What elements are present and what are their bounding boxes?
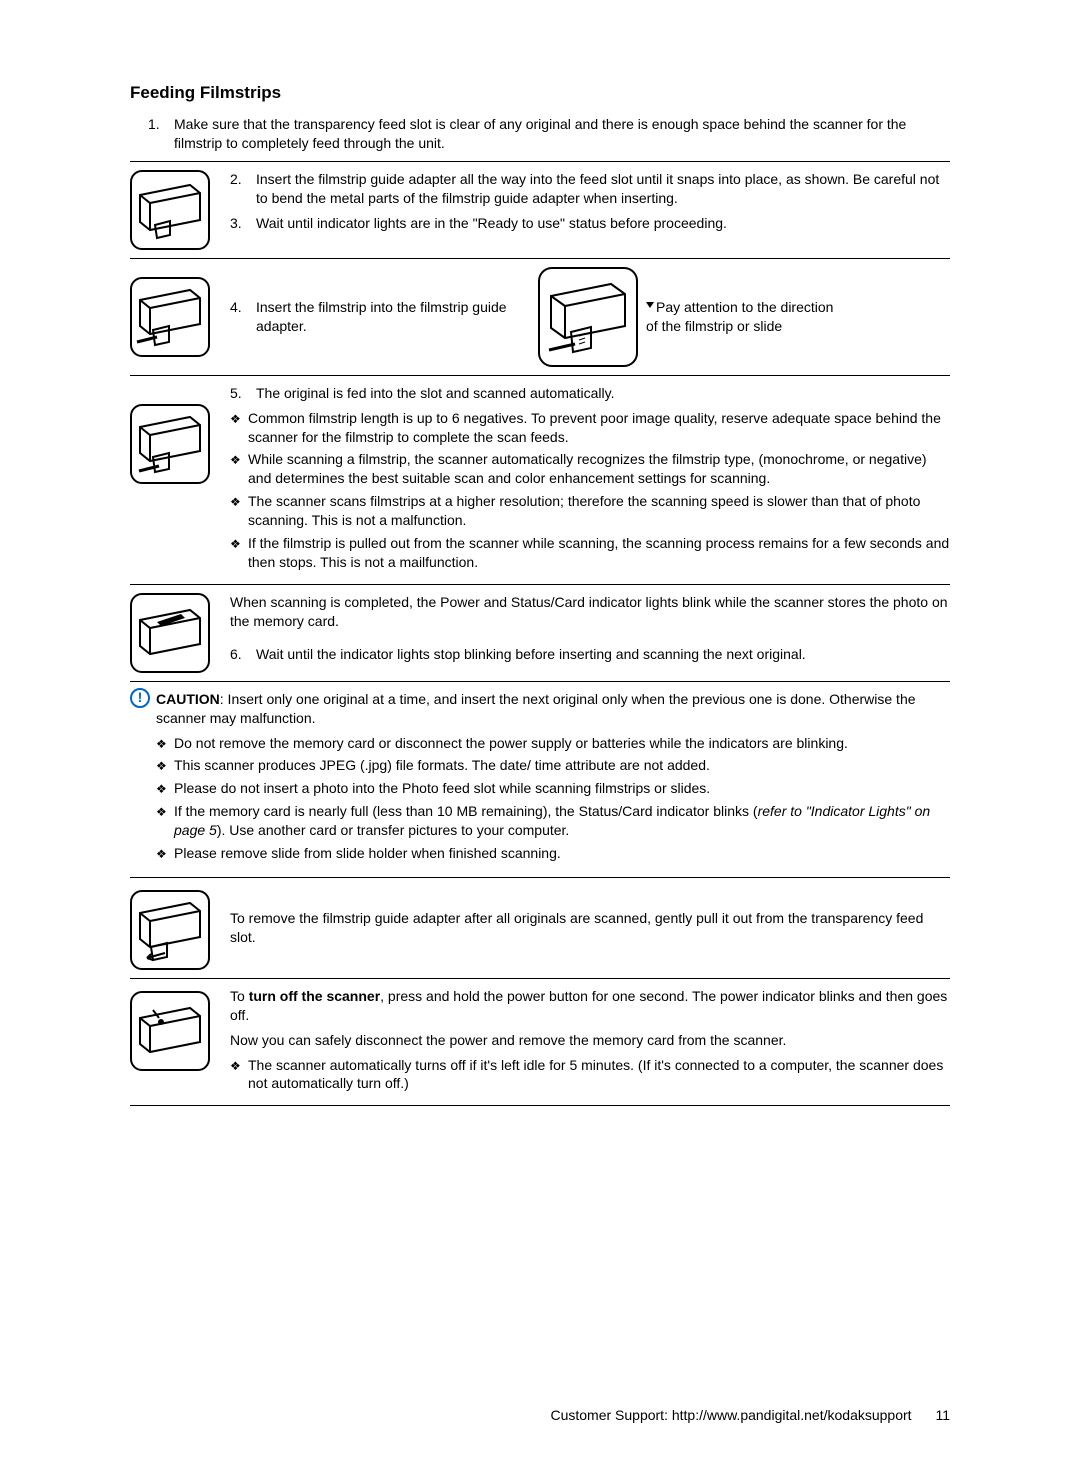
bullet-icon [230, 534, 248, 572]
bullet-icon [156, 779, 174, 798]
bullet-icon [156, 844, 174, 863]
step-6-num: 6. [230, 645, 256, 664]
step-3-text: Wait until indicator lights are in the "… [256, 214, 950, 233]
step-4-row: 4. Insert the filmstrip into the filmstr… [130, 267, 950, 367]
caution-body: : Insert only one original at a time, an… [156, 691, 916, 726]
power-off-row: To turn off the scanner, press and hold … [130, 987, 950, 1097]
footer-page-number: 11 [935, 1407, 950, 1423]
step-2-num: 2. [230, 170, 256, 208]
general-bullets: Do not remove the memory card or disconn… [156, 734, 950, 863]
section-title: Feeding Filmstrips [130, 82, 950, 105]
bullet-icon [230, 1056, 248, 1094]
step-4-num: 4. [230, 298, 256, 336]
remove-adapter-illustration [130, 890, 210, 970]
general-bullet-1: Do not remove the memory card or disconn… [174, 734, 848, 753]
insert-adapter-illustration [130, 170, 210, 250]
step-5-num: 5. [230, 384, 256, 403]
remove-adapter-row: To remove the filmstrip guide adapter af… [130, 886, 950, 970]
general-bullet-2: This scanner produces JPEG (.jpg) file f… [174, 756, 710, 775]
power-off-p2: Now you can safely disconnect the power … [230, 1031, 950, 1050]
divider [130, 1105, 950, 1106]
divider [130, 978, 950, 979]
step-4-note-text: Pay attention to the direction of the fi… [646, 299, 833, 334]
divider [130, 877, 950, 878]
divider [130, 258, 950, 259]
page-footer: Customer Support: http://www.pandigital.… [130, 1406, 950, 1425]
power-off-p1: To turn off the scanner, press and hold … [230, 987, 950, 1025]
step-1-num: 1. [148, 115, 174, 153]
step-5-row: 5. The original is fed into the slot and… [130, 384, 950, 576]
bullet-icon [156, 734, 174, 753]
caution-label: CAUTION [156, 691, 220, 707]
step-5-bullet-3: The scanner scans filmstrips at a higher… [248, 492, 950, 530]
caution-block: ! CAUTION: Insert only one original at a… [130, 690, 950, 728]
step-6-intro: When scanning is completed, the Power an… [230, 593, 950, 631]
bullet-icon [156, 756, 174, 775]
step-5-text: The original is fed into the slot and sc… [256, 384, 950, 403]
scanning-illustration [130, 404, 210, 484]
bullet-icon [230, 492, 248, 530]
step-2-3-row: 2. Insert the filmstrip guide adapter al… [130, 170, 950, 250]
power-off-bullet-1: The scanner automatically turns off if i… [248, 1056, 950, 1094]
remove-adapter-text: To remove the filmstrip guide adapter af… [230, 909, 950, 947]
step-4-text: Insert the filmstrip into the filmstrip … [256, 298, 530, 336]
divider [130, 161, 950, 162]
step-5-bullet-4: If the filmstrip is pulled out from the … [248, 534, 950, 572]
divider [130, 375, 950, 376]
divider [130, 681, 950, 682]
step-2-text: Insert the filmstrip guide adapter all t… [256, 170, 950, 208]
step-3-num: 3. [230, 214, 256, 233]
step-1-text: Make sure that the transparency feed slo… [174, 115, 950, 153]
completed-illustration [130, 593, 210, 673]
general-bullet-3: Please do not insert a photo into the Ph… [174, 779, 710, 798]
step-4-note: Pay attention to the direction of the fi… [646, 298, 846, 336]
caution-text: CAUTION: Insert only one original at a t… [156, 690, 950, 728]
filmstrip-direction-illustration [538, 267, 638, 367]
step-1: 1. Make sure that the transparency feed … [130, 115, 950, 153]
step-5-bullet-2: While scanning a filmstrip, the scanner … [248, 450, 950, 488]
step-6-text: Wait until the indicator lights stop bli… [256, 645, 950, 664]
insert-filmstrip-illustration [130, 277, 210, 357]
footer-support-text: Customer Support: http://www.pandigital.… [550, 1407, 911, 1423]
general-bullet-5: Please remove slide from slide holder wh… [174, 844, 561, 863]
bullet-icon [230, 450, 248, 488]
general-bullet-4: If the memory card is nearly full (less … [174, 802, 950, 840]
step-6-row: When scanning is completed, the Power an… [130, 593, 950, 673]
caution-icon: ! [130, 688, 150, 708]
power-off-illustration [130, 991, 210, 1071]
step-5-bullet-1: Common filmstrip length is up to 6 negat… [248, 409, 950, 447]
divider [130, 584, 950, 585]
bullet-icon [230, 409, 248, 447]
bullet-icon [156, 802, 174, 840]
